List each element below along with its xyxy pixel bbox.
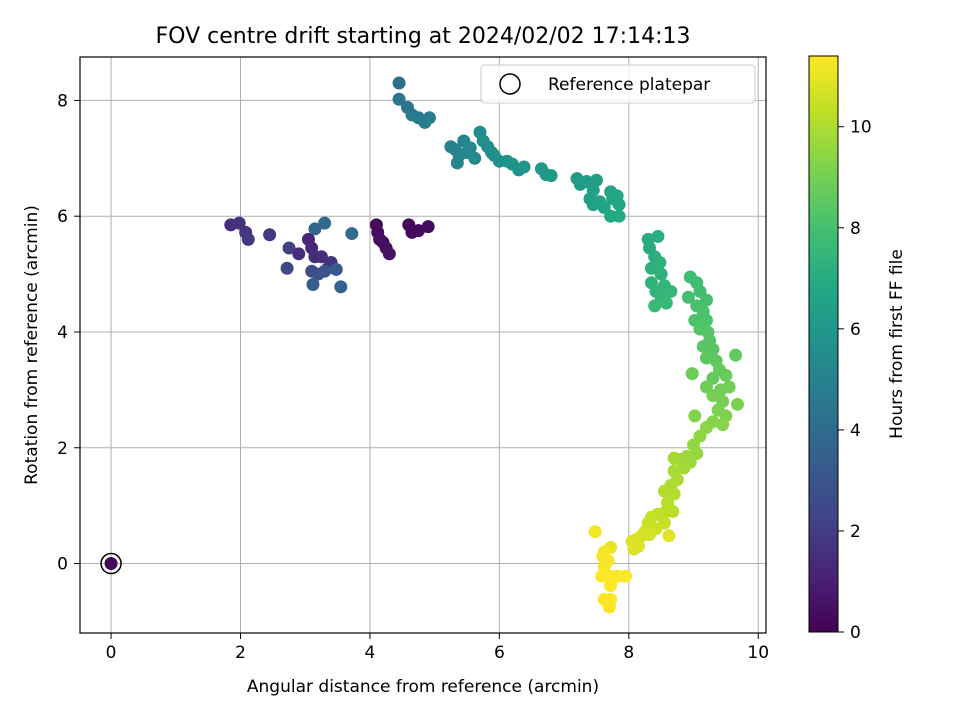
y-tick-label: 6: [57, 207, 68, 227]
x-tick-label: 6: [494, 643, 505, 663]
data-point: [280, 261, 294, 275]
colorbar-gradient: [808, 55, 839, 633]
data-point: [604, 579, 618, 593]
data-point: [422, 111, 436, 125]
reference-marker: [100, 552, 122, 575]
x-tick-label: 8: [623, 643, 634, 663]
data-point: [688, 409, 702, 423]
legend-marker: [499, 73, 521, 95]
x-tick-label: 4: [365, 643, 376, 663]
data-point: [517, 160, 531, 174]
data-point: [468, 151, 482, 165]
data-point: [719, 368, 733, 382]
data-point: [588, 525, 602, 539]
data-point: [667, 451, 681, 465]
data-point: [314, 250, 328, 264]
data-point: [589, 173, 603, 187]
data-point: [659, 296, 673, 310]
data-point: [544, 169, 558, 183]
data-point: [292, 247, 306, 261]
data-point: [345, 227, 359, 241]
data-point: [334, 280, 348, 294]
colorbar-tick-label: 0: [850, 623, 861, 643]
data-point: [685, 367, 699, 381]
data-point: [716, 418, 730, 432]
data-point: [706, 389, 720, 403]
data-point: [318, 264, 332, 278]
x-tick-label: 0: [106, 643, 117, 663]
data-point: [653, 256, 667, 270]
legend-box: [480, 64, 756, 104]
data-point: [318, 216, 332, 230]
y-tick-label: 2: [57, 439, 68, 459]
data-point: [654, 267, 668, 281]
y-axis-ticks: 0 2 4 6 8: [57, 91, 80, 575]
data-point: [421, 220, 435, 234]
x-tick-label: 10: [747, 643, 769, 663]
data-point: [722, 380, 736, 394]
data-point: [627, 542, 641, 556]
data-point: [612, 209, 626, 223]
x-axis-ticks: 0 2 4 6 8 10: [106, 633, 769, 663]
colorbar-ticks: 0 2 4 6 8 10: [838, 118, 872, 643]
chart-title: FOV centre drift starting at 2024/02/02 …: [156, 24, 691, 49]
colorbar-tick-label: 6: [850, 320, 861, 340]
data-point: [241, 232, 255, 246]
data-point: [263, 228, 277, 242]
data-point: [664, 284, 678, 298]
data-point: [731, 397, 745, 411]
data-point: [450, 156, 464, 170]
data-point: [282, 241, 296, 255]
x-tick-label: 2: [235, 643, 246, 663]
data-point: [411, 224, 425, 238]
data-point: [729, 348, 743, 362]
y-tick-label: 8: [57, 91, 68, 111]
y-tick-label: 0: [57, 555, 68, 575]
data-point: [681, 290, 695, 304]
legend: Reference platepar: [480, 64, 756, 104]
plot-frame: [79, 56, 767, 634]
data-point: [306, 278, 320, 292]
data-point: [619, 569, 633, 583]
data-point: [382, 247, 396, 261]
data-point: [463, 141, 477, 155]
data-point: [648, 299, 662, 313]
colorbar-tick-label: 8: [850, 219, 861, 239]
data-point: [602, 600, 616, 614]
reference-point-ring: [100, 552, 122, 575]
data-point: [232, 216, 246, 230]
y-axis-label: Rotation from reference (arcmin): [22, 205, 42, 485]
data-point: [392, 76, 406, 90]
colorbar-tick-label: 4: [850, 421, 861, 441]
data-point: [329, 262, 343, 276]
scatter-points: [224, 76, 745, 614]
data-point: [392, 92, 406, 106]
x-axis-label: Angular distance from reference (arcmin): [247, 677, 599, 697]
data-point: [308, 222, 322, 236]
data-point: [612, 198, 626, 212]
grid-lines: [80, 57, 766, 633]
y-tick-label: 4: [57, 323, 68, 343]
colorbar-tick-label: 2: [850, 522, 861, 542]
data-point: [699, 293, 713, 307]
legend-entry: Reference platepar: [548, 75, 710, 95]
colorbar-tick-label: 10: [850, 118, 872, 138]
colorbar-label: Hours from first FF file: [887, 249, 907, 439]
data-point: [662, 529, 676, 543]
data-point: [643, 528, 657, 542]
colorbar: 0 2 4 6 8 10 Hours from first FF file: [808, 55, 907, 643]
reference-point-fill: [104, 557, 118, 571]
data-point: [651, 229, 665, 243]
data-point: [597, 559, 611, 573]
